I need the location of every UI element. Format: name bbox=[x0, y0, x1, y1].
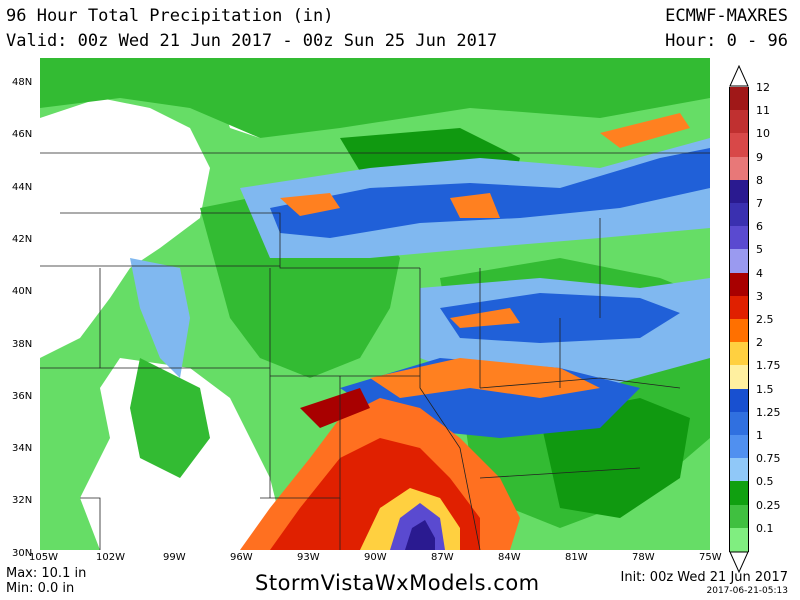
legend-swatch bbox=[729, 203, 749, 227]
legend-swatch bbox=[729, 342, 749, 367]
legend-swatch bbox=[729, 388, 749, 413]
legend-label: 0.1 bbox=[756, 521, 774, 535]
timestamp: 2017-06-21-05:13 bbox=[706, 586, 789, 596]
orange-areas bbox=[280, 113, 690, 398]
lat-label: 38N bbox=[12, 338, 33, 350]
legend-swatch bbox=[729, 272, 749, 297]
lat-label: 48N bbox=[12, 77, 33, 88]
lat-label: 44N bbox=[12, 181, 33, 193]
lat-label: 46N bbox=[12, 129, 33, 141]
legend-bottom-arrow bbox=[729, 551, 749, 573]
lat-label: 40N bbox=[12, 286, 33, 298]
legend-swatch bbox=[729, 249, 749, 274]
legend-swatch bbox=[729, 156, 749, 181]
legend-label: 1.5 bbox=[756, 382, 774, 396]
model-name: ECMWF-MAXRES bbox=[665, 6, 788, 26]
lon-label: 78W bbox=[632, 552, 655, 563]
legend-label: 0.5 bbox=[756, 475, 774, 489]
legend-label: 6 bbox=[756, 220, 763, 234]
legend-label: 10 bbox=[756, 127, 770, 141]
lon-label: 96W bbox=[230, 552, 253, 563]
legend-label: 2 bbox=[756, 336, 763, 350]
lat-label: 42N bbox=[12, 233, 33, 245]
init-time: Init: 00z Wed 21 Jun 2017 bbox=[620, 570, 788, 585]
legend-swatch bbox=[729, 295, 749, 320]
legend-label: 9 bbox=[756, 150, 763, 164]
legend-swatch bbox=[729, 110, 749, 135]
legend-label: 1 bbox=[756, 429, 763, 442]
legend-label: 3 bbox=[756, 289, 763, 303]
legend-label: 2.5 bbox=[756, 313, 774, 326]
legend-swatch bbox=[729, 481, 749, 506]
legend-swatch bbox=[729, 365, 749, 390]
legend-label: 0.25 bbox=[756, 498, 781, 512]
legend-swatch bbox=[729, 504, 749, 529]
max-value: Max: 10.1 in bbox=[6, 566, 87, 581]
legend-swatch bbox=[729, 133, 749, 158]
site-credit: StormVistaWxModels.com bbox=[255, 571, 540, 595]
lat-label: 34N bbox=[12, 443, 33, 455]
map-title: 96 Hour Total Precipitation (in) bbox=[6, 6, 334, 26]
lat-label: 32N bbox=[12, 495, 33, 507]
lon-label: 105W bbox=[29, 552, 58, 563]
lon-label: 84W bbox=[498, 552, 521, 563]
legend-swatch bbox=[729, 411, 749, 436]
precipitation-map bbox=[40, 58, 710, 550]
lat-label: 36N bbox=[12, 390, 33, 402]
legend-swatch bbox=[729, 319, 749, 343]
legend-swatch bbox=[729, 87, 749, 111]
legend-top-arrow bbox=[729, 65, 749, 87]
legend-label: 1.25 bbox=[756, 405, 781, 419]
lon-label: 99W bbox=[163, 552, 186, 563]
min-value: Min: 0.0 in bbox=[6, 581, 75, 596]
precipitation-map-graphic bbox=[40, 58, 710, 550]
legend-swatch bbox=[729, 435, 749, 459]
heavy-rain-area bbox=[240, 388, 520, 550]
legend-label: 0.75 bbox=[756, 452, 781, 466]
legend-swatch bbox=[729, 527, 749, 552]
lon-label: 93W bbox=[297, 552, 320, 563]
legend-swatch bbox=[729, 458, 749, 483]
valid-period: Valid: 00z Wed 21 Jun 2017 - 00z Sun 25 … bbox=[6, 31, 498, 51]
lat-label: 30N bbox=[12, 547, 33, 559]
legend-label: 1.75 bbox=[756, 359, 781, 373]
legend-label: 12 bbox=[756, 81, 770, 94]
legend-label: 5 bbox=[756, 243, 763, 257]
legend-swatch bbox=[729, 179, 749, 204]
lon-label: 87W bbox=[431, 552, 454, 563]
lon-label: 102W bbox=[96, 552, 125, 563]
lon-label: 90W bbox=[364, 552, 387, 563]
lon-label: 81W bbox=[565, 552, 588, 563]
legend-label: 4 bbox=[756, 266, 763, 280]
state-boundaries bbox=[40, 152, 710, 550]
legend-swatch bbox=[729, 226, 749, 251]
legend-label: 11 bbox=[756, 104, 770, 118]
lon-label: 75W bbox=[699, 552, 722, 563]
legend-label: 8 bbox=[756, 173, 763, 187]
forecast-hours: Hour: 0 - 96 bbox=[665, 31, 788, 51]
legend-label: 7 bbox=[756, 197, 763, 210]
